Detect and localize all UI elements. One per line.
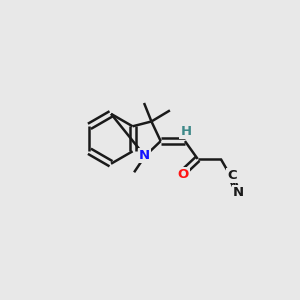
Text: N: N <box>233 186 244 199</box>
Text: O: O <box>177 168 188 181</box>
Text: N: N <box>139 149 150 162</box>
Text: H: H <box>181 125 192 138</box>
Text: C: C <box>227 169 237 182</box>
